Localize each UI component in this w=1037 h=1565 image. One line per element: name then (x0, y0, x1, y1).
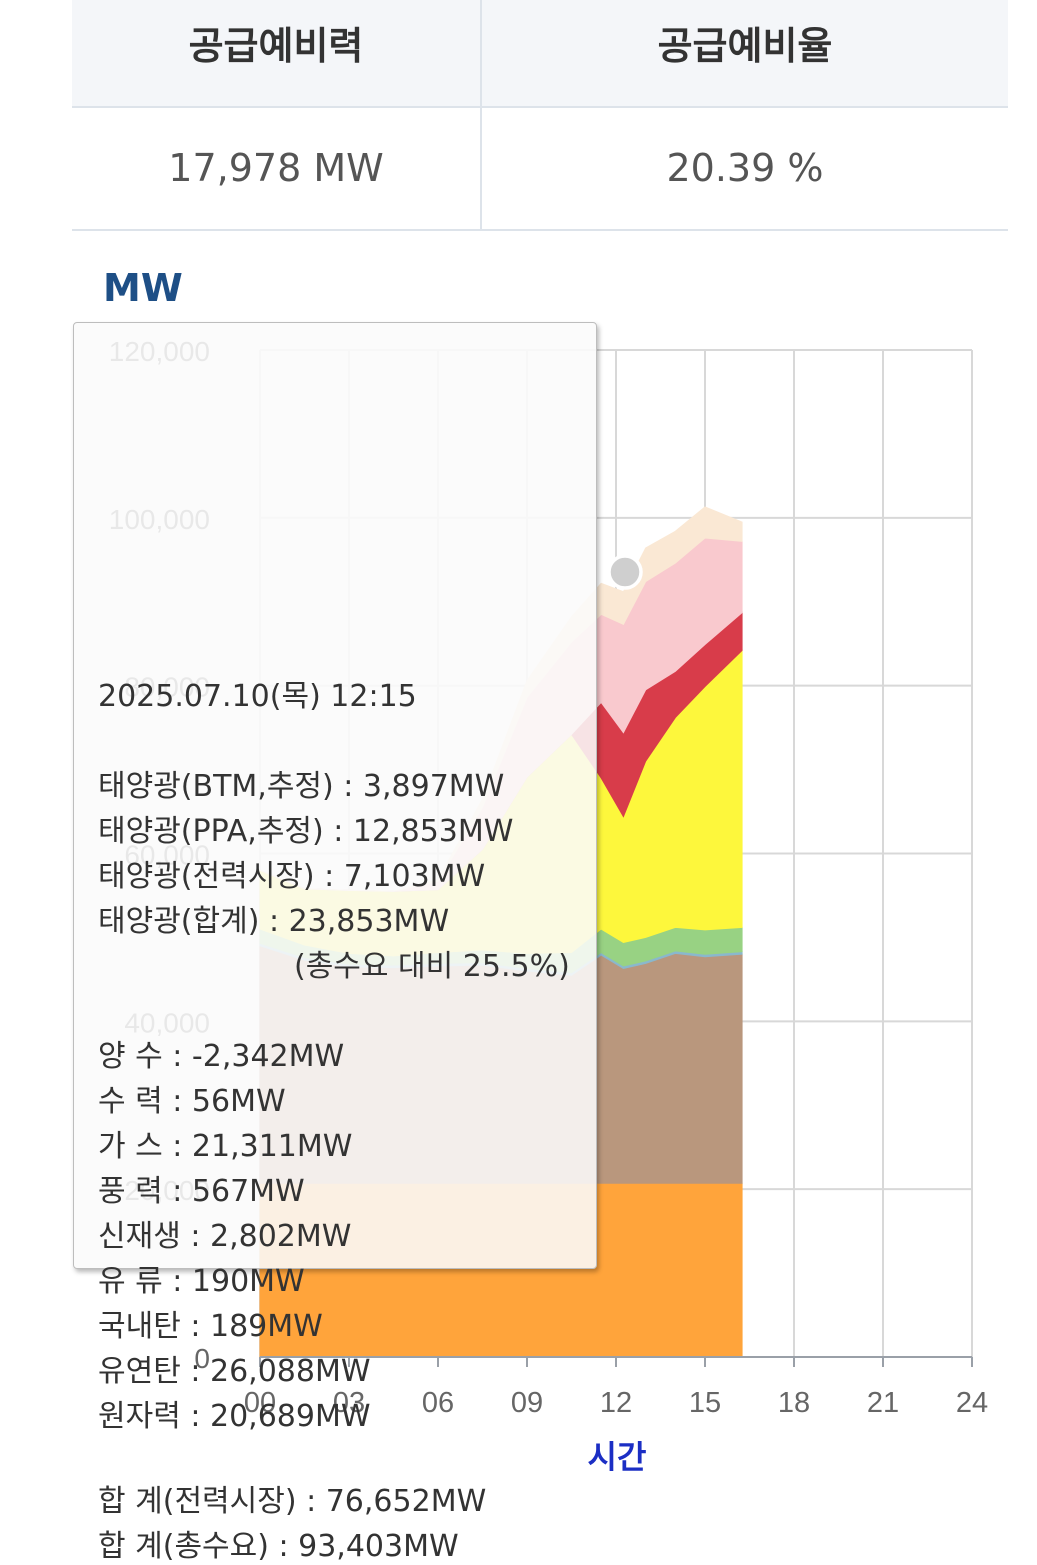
tooltip-line: 풍 력 : 567MW (98, 1174, 305, 1209)
header-supply-reserve-rate: 공급예비율 (657, 24, 833, 68)
tooltip-line: (총수요 대비 25.5%) (294, 949, 570, 984)
x-tick-label: 15 (689, 1387, 721, 1419)
y-axis-unit-label: MW (103, 266, 183, 310)
value-supply-reserve-rate: 20.39 % (666, 146, 824, 190)
tooltip-line: 수 력 : 56MW (98, 1084, 286, 1119)
tooltip-line: 양 수 : -2,342MW (98, 1039, 345, 1074)
x-axis-title: 시간 (588, 1438, 647, 1476)
tooltip-line: 태양광(합계) : 23,853MW (98, 904, 450, 939)
x-tick-label: 24 (956, 1387, 988, 1419)
x-tick-label: 21 (867, 1387, 899, 1419)
value-supply-reserve-power: 17,978 MW (168, 146, 384, 190)
tooltip-line: 태양광(PPA,추정) : 12,853MW (98, 814, 514, 849)
x-tick-label: 03 (333, 1387, 365, 1419)
tooltip-line: 신재생 : 2,802MW (98, 1219, 352, 1254)
x-tick-label: 09 (511, 1387, 543, 1419)
x-tick-label: 06 (422, 1387, 454, 1419)
tooltip-line: 태양광(BTM,추정) : 3,897MW (98, 769, 505, 804)
x-tick-label: 18 (778, 1387, 810, 1419)
tooltip-line: 합 계(총수요) : 93,403MW (98, 1529, 459, 1564)
tooltip-line: 원자력 : 20,689MW (98, 1399, 371, 1434)
x-tick-label: 12 (600, 1387, 632, 1419)
header-cell-supply-reserve-power: 공급예비력 (72, 0, 480, 108)
tooltip-line: 합 계(전력시장) : 76,652MW (98, 1484, 487, 1519)
tooltip-line: 유 류 : 190MW (98, 1264, 305, 1299)
header-cell-supply-reserve-rate: 공급예비율 (482, 0, 1008, 108)
value-cell-supply-reserve-rate: 20.39 % (482, 108, 1008, 231)
table-divider (480, 0, 482, 231)
supply-reserve-summary-table: 공급예비력 공급예비율 17,978 MW 20.39 % (72, 0, 1008, 231)
y-tick-label: 0 (194, 1343, 210, 1374)
chart-tooltip: 2025.07.10(목) 12:15 태양광(BTM,추정) : 3,897M… (73, 322, 597, 1564)
tooltip-line: 유연탄 : 26,088MW (98, 1354, 371, 1389)
hover-point-marker (607, 554, 643, 590)
x-tick-label: 00 (244, 1387, 276, 1419)
tooltip-line: 가 스 : 21,311MW (98, 1129, 353, 1164)
tooltip-line: 국내탄 : 189MW (98, 1309, 323, 1344)
value-cell-supply-reserve-power: 17,978 MW (72, 108, 480, 231)
tooltip-line: 태양광(전력시장) : 7,103MW (98, 859, 486, 894)
tooltip-time: 2025.07.10(목) 12:15 (98, 679, 417, 714)
header-supply-reserve-power: 공급예비력 (188, 24, 364, 68)
